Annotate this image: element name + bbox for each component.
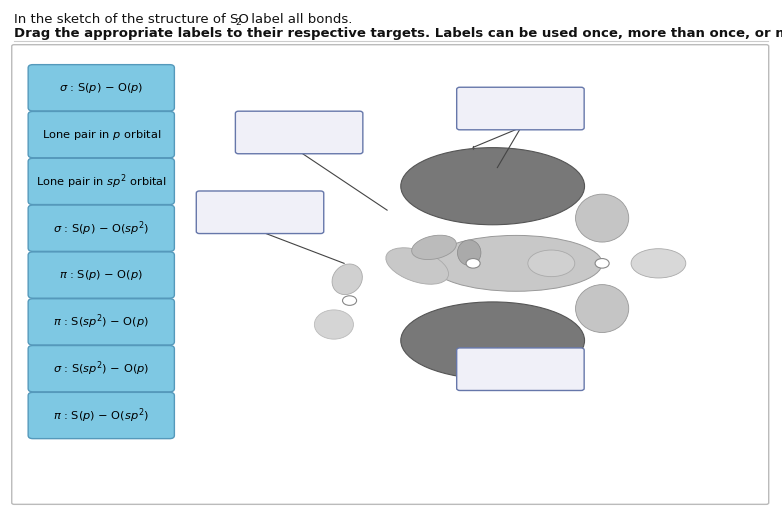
FancyBboxPatch shape xyxy=(28,112,174,157)
Circle shape xyxy=(343,296,357,305)
Text: $\pi$ : S($p$) $-$ O($p$): $\pi$ : S($p$) $-$ O($p$) xyxy=(59,268,143,282)
Ellipse shape xyxy=(401,302,585,379)
FancyBboxPatch shape xyxy=(235,111,363,154)
Text: $\pi$ : S($p$) $-$ O($sp^2$): $\pi$ : S($p$) $-$ O($sp^2$) xyxy=(53,406,149,425)
Text: Drag the appropriate labels to their respective targets. Labels can be used once: Drag the appropriate labels to their res… xyxy=(14,27,782,39)
FancyBboxPatch shape xyxy=(28,205,174,252)
Ellipse shape xyxy=(314,310,353,339)
Ellipse shape xyxy=(528,250,575,277)
Ellipse shape xyxy=(457,240,481,265)
Text: Lone pair in $p$ orbital: Lone pair in $p$ orbital xyxy=(41,128,161,142)
FancyBboxPatch shape xyxy=(196,191,324,234)
Ellipse shape xyxy=(401,148,585,225)
Ellipse shape xyxy=(386,248,449,284)
Circle shape xyxy=(466,259,480,268)
FancyBboxPatch shape xyxy=(28,159,174,204)
Ellipse shape xyxy=(576,285,629,332)
Text: $\sigma$ : S($p$) $-$ O($sp^2$): $\sigma$ : S($p$) $-$ O($sp^2$) xyxy=(53,219,149,237)
FancyBboxPatch shape xyxy=(457,348,584,390)
Ellipse shape xyxy=(631,249,686,278)
Text: label all bonds.: label all bonds. xyxy=(247,13,353,26)
FancyBboxPatch shape xyxy=(457,87,584,130)
FancyBboxPatch shape xyxy=(28,65,174,111)
Text: In the sketch of the structure of SO: In the sketch of the structure of SO xyxy=(14,13,249,26)
Text: $\sigma$ : S($p$) $-$ O($p$): $\sigma$ : S($p$) $-$ O($p$) xyxy=(59,81,143,95)
FancyBboxPatch shape xyxy=(28,393,174,438)
Ellipse shape xyxy=(576,194,629,242)
Text: $\pi$ : S($sp^2$) $-$ O($p$): $\pi$ : S($sp^2$) $-$ O($p$) xyxy=(53,313,149,331)
Ellipse shape xyxy=(411,235,457,260)
Ellipse shape xyxy=(332,264,362,295)
FancyBboxPatch shape xyxy=(28,299,174,345)
FancyBboxPatch shape xyxy=(28,346,174,392)
Text: Lone pair in $sp^2$ orbital: Lone pair in $sp^2$ orbital xyxy=(36,172,167,190)
Text: $_2$: $_2$ xyxy=(235,15,242,28)
FancyBboxPatch shape xyxy=(28,252,174,298)
Ellipse shape xyxy=(430,235,602,292)
Circle shape xyxy=(595,259,609,268)
Text: $\sigma$ : S($sp^2$) $-$ O($p$): $\sigma$ : S($sp^2$) $-$ O($p$) xyxy=(53,360,149,378)
FancyBboxPatch shape xyxy=(12,45,769,504)
